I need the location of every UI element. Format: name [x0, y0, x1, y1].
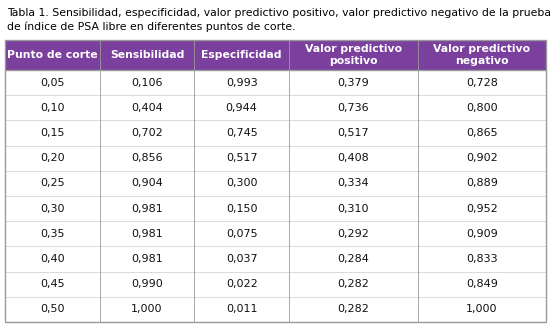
- Text: 0,310: 0,310: [338, 203, 369, 214]
- Text: 0,50: 0,50: [40, 305, 64, 314]
- Text: 0,993: 0,993: [226, 78, 257, 88]
- Text: 0,517: 0,517: [226, 153, 257, 163]
- Text: 0,300: 0,300: [226, 178, 257, 188]
- Text: 0,981: 0,981: [131, 254, 163, 264]
- Text: 0,833: 0,833: [466, 254, 498, 264]
- Text: 0,379: 0,379: [337, 78, 369, 88]
- Text: 0,702: 0,702: [131, 128, 163, 138]
- Text: 0,20: 0,20: [40, 153, 64, 163]
- Text: 0,25: 0,25: [40, 178, 64, 188]
- Text: 0,904: 0,904: [131, 178, 163, 188]
- Text: 0,35: 0,35: [40, 229, 64, 239]
- Text: 0,856: 0,856: [131, 153, 163, 163]
- Text: 0,10: 0,10: [40, 103, 64, 113]
- Text: 0,282: 0,282: [337, 279, 369, 289]
- Text: 0,517: 0,517: [337, 128, 369, 138]
- Bar: [5, 40, 546, 70]
- Text: Especificidad: Especificidad: [202, 50, 282, 60]
- Text: 1,000: 1,000: [466, 305, 498, 314]
- Text: Valor predictivo
positivo: Valor predictivo positivo: [305, 44, 402, 66]
- Text: 0,849: 0,849: [466, 279, 498, 289]
- Text: 0,40: 0,40: [40, 254, 64, 264]
- Text: 0,150: 0,150: [226, 203, 257, 214]
- Text: 0,282: 0,282: [337, 305, 369, 314]
- Text: 0,334: 0,334: [337, 178, 369, 188]
- Text: 0,944: 0,944: [226, 103, 258, 113]
- Text: 0,037: 0,037: [226, 254, 257, 264]
- Text: 0,981: 0,981: [131, 229, 163, 239]
- Text: 0,075: 0,075: [226, 229, 257, 239]
- Text: 0,15: 0,15: [40, 128, 64, 138]
- Text: Valor predictivo
negativo: Valor predictivo negativo: [433, 44, 530, 66]
- Text: 0,106: 0,106: [131, 78, 163, 88]
- Text: 0,011: 0,011: [226, 305, 257, 314]
- Text: 0,728: 0,728: [466, 78, 498, 88]
- Text: de índice de PSA libre en diferentes puntos de corte.: de índice de PSA libre en diferentes pun…: [7, 22, 295, 32]
- Text: 0,981: 0,981: [131, 203, 163, 214]
- Text: 0,800: 0,800: [466, 103, 498, 113]
- Text: 1,000: 1,000: [131, 305, 163, 314]
- Bar: [5, 40, 546, 322]
- Text: 0,745: 0,745: [226, 128, 257, 138]
- Text: 0,990: 0,990: [131, 279, 163, 289]
- Text: 0,30: 0,30: [40, 203, 64, 214]
- Text: 0,404: 0,404: [131, 103, 163, 113]
- Text: 0,45: 0,45: [40, 279, 64, 289]
- Text: 0,889: 0,889: [466, 178, 498, 188]
- Text: 0,909: 0,909: [466, 229, 498, 239]
- Text: 0,902: 0,902: [466, 153, 498, 163]
- Text: Sensibilidad: Sensibilidad: [110, 50, 184, 60]
- Text: 0,292: 0,292: [337, 229, 369, 239]
- Text: 0,284: 0,284: [337, 254, 369, 264]
- Text: 0,022: 0,022: [226, 279, 257, 289]
- Text: 0,408: 0,408: [337, 153, 369, 163]
- Text: 0,736: 0,736: [337, 103, 369, 113]
- Text: Tabla 1. Sensibilidad, especificidad, valor predictivo positivo, valor predictiv: Tabla 1. Sensibilidad, especificidad, va…: [7, 8, 551, 18]
- Text: 0,952: 0,952: [466, 203, 498, 214]
- Text: 0,05: 0,05: [40, 78, 64, 88]
- Text: 0,865: 0,865: [466, 128, 498, 138]
- Text: Punto de corte: Punto de corte: [7, 50, 98, 60]
